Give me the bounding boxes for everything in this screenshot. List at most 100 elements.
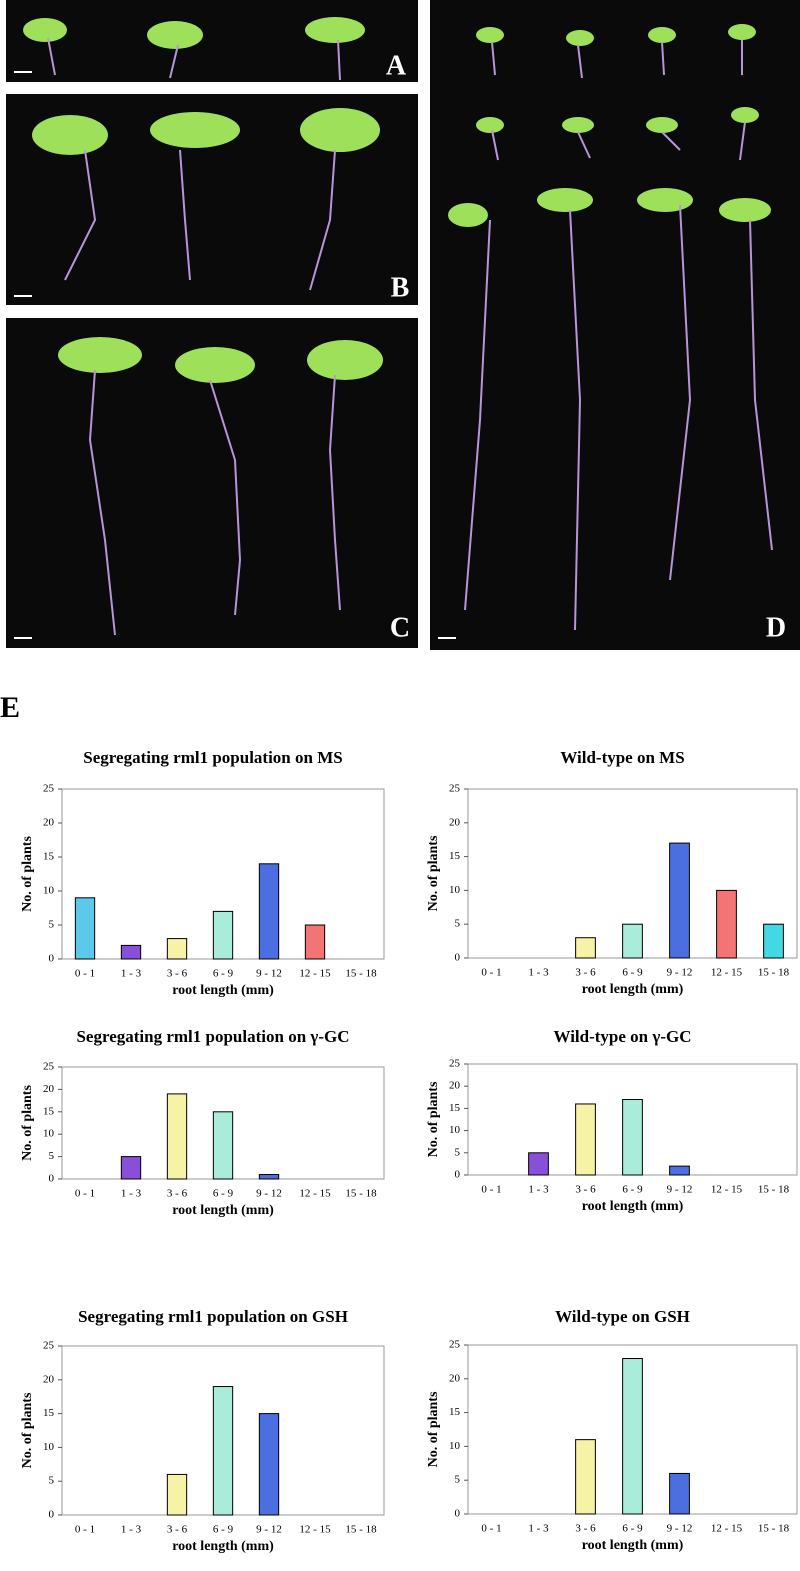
y-tick-label: 15 bbox=[43, 1105, 55, 1117]
y-tick-label: 25 bbox=[43, 1061, 55, 1073]
panel-label: C bbox=[390, 612, 410, 643]
x-axis-label: root length (mm) bbox=[582, 1538, 684, 1553]
bar bbox=[212, 1111, 234, 1180]
x-tick-label: 6 - 9 bbox=[213, 1524, 234, 1536]
chart-title: Segregating rml1 population on MS bbox=[83, 748, 342, 767]
x-tick-label: 1 - 3 bbox=[121, 1188, 142, 1200]
bar bbox=[120, 944, 142, 960]
x-axis-label: root length (mm) bbox=[582, 1199, 684, 1214]
x-tick-label: 0 - 1 bbox=[75, 1188, 95, 1200]
panel-label: D bbox=[766, 612, 786, 643]
y-tick-label: 25 bbox=[449, 1058, 461, 1070]
x-tick-label: 3 - 6 bbox=[167, 968, 188, 980]
bar bbox=[575, 1103, 596, 1176]
y-tick-label: 5 bbox=[455, 918, 461, 930]
panel-label: A bbox=[386, 50, 407, 81]
y-tick-label: 20 bbox=[43, 1083, 55, 1095]
x-tick-label: 15 - 18 bbox=[345, 1524, 377, 1536]
x-axis-label: root length (mm) bbox=[582, 982, 684, 997]
y-tick-label: 15 bbox=[449, 1102, 461, 1114]
seedling-leaves bbox=[23, 17, 771, 383]
chart-title: Wild-type on MS bbox=[560, 748, 684, 767]
chart-title: Wild-type on GSH bbox=[555, 1307, 690, 1326]
x-tick-label: 1 - 3 bbox=[528, 967, 549, 979]
bar bbox=[575, 937, 596, 959]
x-tick-label: 9 - 12 bbox=[667, 1523, 693, 1535]
y-tick-label: 0 bbox=[455, 1508, 461, 1520]
bar bbox=[258, 1174, 280, 1180]
y-tick-label: 10 bbox=[43, 1128, 55, 1140]
x-axis-label: root length (mm) bbox=[172, 1539, 274, 1554]
y-tick-label: 20 bbox=[449, 1372, 461, 1384]
y-tick-label: 20 bbox=[43, 817, 55, 829]
y-tick-label: 5 bbox=[455, 1474, 461, 1486]
bar bbox=[669, 842, 690, 959]
x-tick-label: 3 - 6 bbox=[167, 1188, 188, 1200]
x-axis-label: root length (mm) bbox=[172, 983, 274, 998]
y-tick-label: 10 bbox=[449, 1124, 461, 1136]
x-tick-label: 12 - 15 bbox=[299, 1524, 331, 1536]
bar bbox=[166, 938, 188, 960]
y-tick-label: 25 bbox=[43, 783, 55, 795]
y-tick-label: 15 bbox=[449, 1406, 461, 1418]
bar bbox=[669, 1165, 690, 1176]
bar bbox=[622, 923, 643, 959]
bar bbox=[716, 889, 737, 959]
x-tick-label: 9 - 12 bbox=[256, 1524, 282, 1536]
x-tick-label: 3 - 6 bbox=[575, 967, 596, 979]
x-tick-label: 15 - 18 bbox=[758, 1184, 790, 1196]
bar bbox=[74, 897, 96, 960]
y-tick-label: 0 bbox=[455, 1169, 461, 1181]
x-tick-label: 3 - 6 bbox=[575, 1184, 596, 1196]
x-tick-label: 6 - 9 bbox=[622, 967, 643, 979]
y-tick-label: 25 bbox=[43, 1340, 55, 1352]
seedling-roots bbox=[47, 37, 773, 636]
x-tick-label: 12 - 15 bbox=[711, 967, 743, 979]
panel-label: B bbox=[391, 272, 410, 303]
y-tick-label: 10 bbox=[449, 884, 461, 896]
y-tick-label: 20 bbox=[449, 1080, 461, 1092]
x-tick-label: 15 - 18 bbox=[345, 1188, 377, 1200]
x-tick-label: 0 - 1 bbox=[75, 968, 95, 980]
x-tick-label: 6 - 9 bbox=[622, 1523, 643, 1535]
bar bbox=[166, 1093, 188, 1180]
bar bbox=[763, 923, 784, 959]
y-tick-label: 10 bbox=[449, 1440, 461, 1452]
x-tick-label: 1 - 3 bbox=[121, 1524, 142, 1536]
bar bbox=[575, 1439, 596, 1515]
y-tick-label: 25 bbox=[449, 783, 461, 795]
y-tick-label: 0 bbox=[49, 953, 55, 965]
y-tick-label: 20 bbox=[449, 816, 461, 828]
bar bbox=[528, 1152, 549, 1176]
x-tick-label: 0 - 1 bbox=[481, 1184, 501, 1196]
y-tick-label: 20 bbox=[43, 1373, 55, 1385]
x-tick-label: 12 - 15 bbox=[711, 1184, 743, 1196]
y-axis-label: No. of plants bbox=[20, 1392, 35, 1468]
y-axis-label: No. of plants bbox=[426, 835, 441, 911]
scale-bars bbox=[14, 71, 456, 639]
x-tick-label: 9 - 12 bbox=[256, 1188, 282, 1200]
bar bbox=[166, 1473, 188, 1516]
y-tick-label: 15 bbox=[43, 851, 55, 863]
y-tick-label: 10 bbox=[43, 885, 55, 897]
x-tick-label: 6 - 9 bbox=[213, 968, 234, 980]
x-tick-label: 1 - 3 bbox=[121, 968, 142, 980]
y-tick-label: 5 bbox=[455, 1146, 461, 1158]
photo-panels: A B C D bbox=[6, 0, 800, 650]
x-tick-label: 6 - 9 bbox=[622, 1184, 643, 1196]
x-tick-label: 9 - 12 bbox=[667, 967, 693, 979]
x-tick-label: 9 - 12 bbox=[667, 1184, 693, 1196]
y-tick-label: 5 bbox=[49, 919, 55, 931]
chart-title: Segregating rml1 population on γ-GC bbox=[76, 1027, 349, 1046]
panel-label: E bbox=[0, 691, 20, 724]
y-axis-label: No. of plants bbox=[426, 1391, 441, 1467]
bar bbox=[669, 1472, 690, 1515]
x-tick-label: 15 - 18 bbox=[345, 968, 377, 980]
x-tick-label: 1 - 3 bbox=[528, 1523, 549, 1535]
y-axis-label: No. of plants bbox=[20, 1085, 35, 1161]
bar bbox=[258, 863, 280, 960]
y-tick-label: 25 bbox=[449, 1339, 461, 1351]
y-tick-label: 15 bbox=[449, 850, 461, 862]
chart-title: Wild-type on γ-GC bbox=[554, 1027, 692, 1046]
y-tick-label: 10 bbox=[43, 1441, 55, 1453]
